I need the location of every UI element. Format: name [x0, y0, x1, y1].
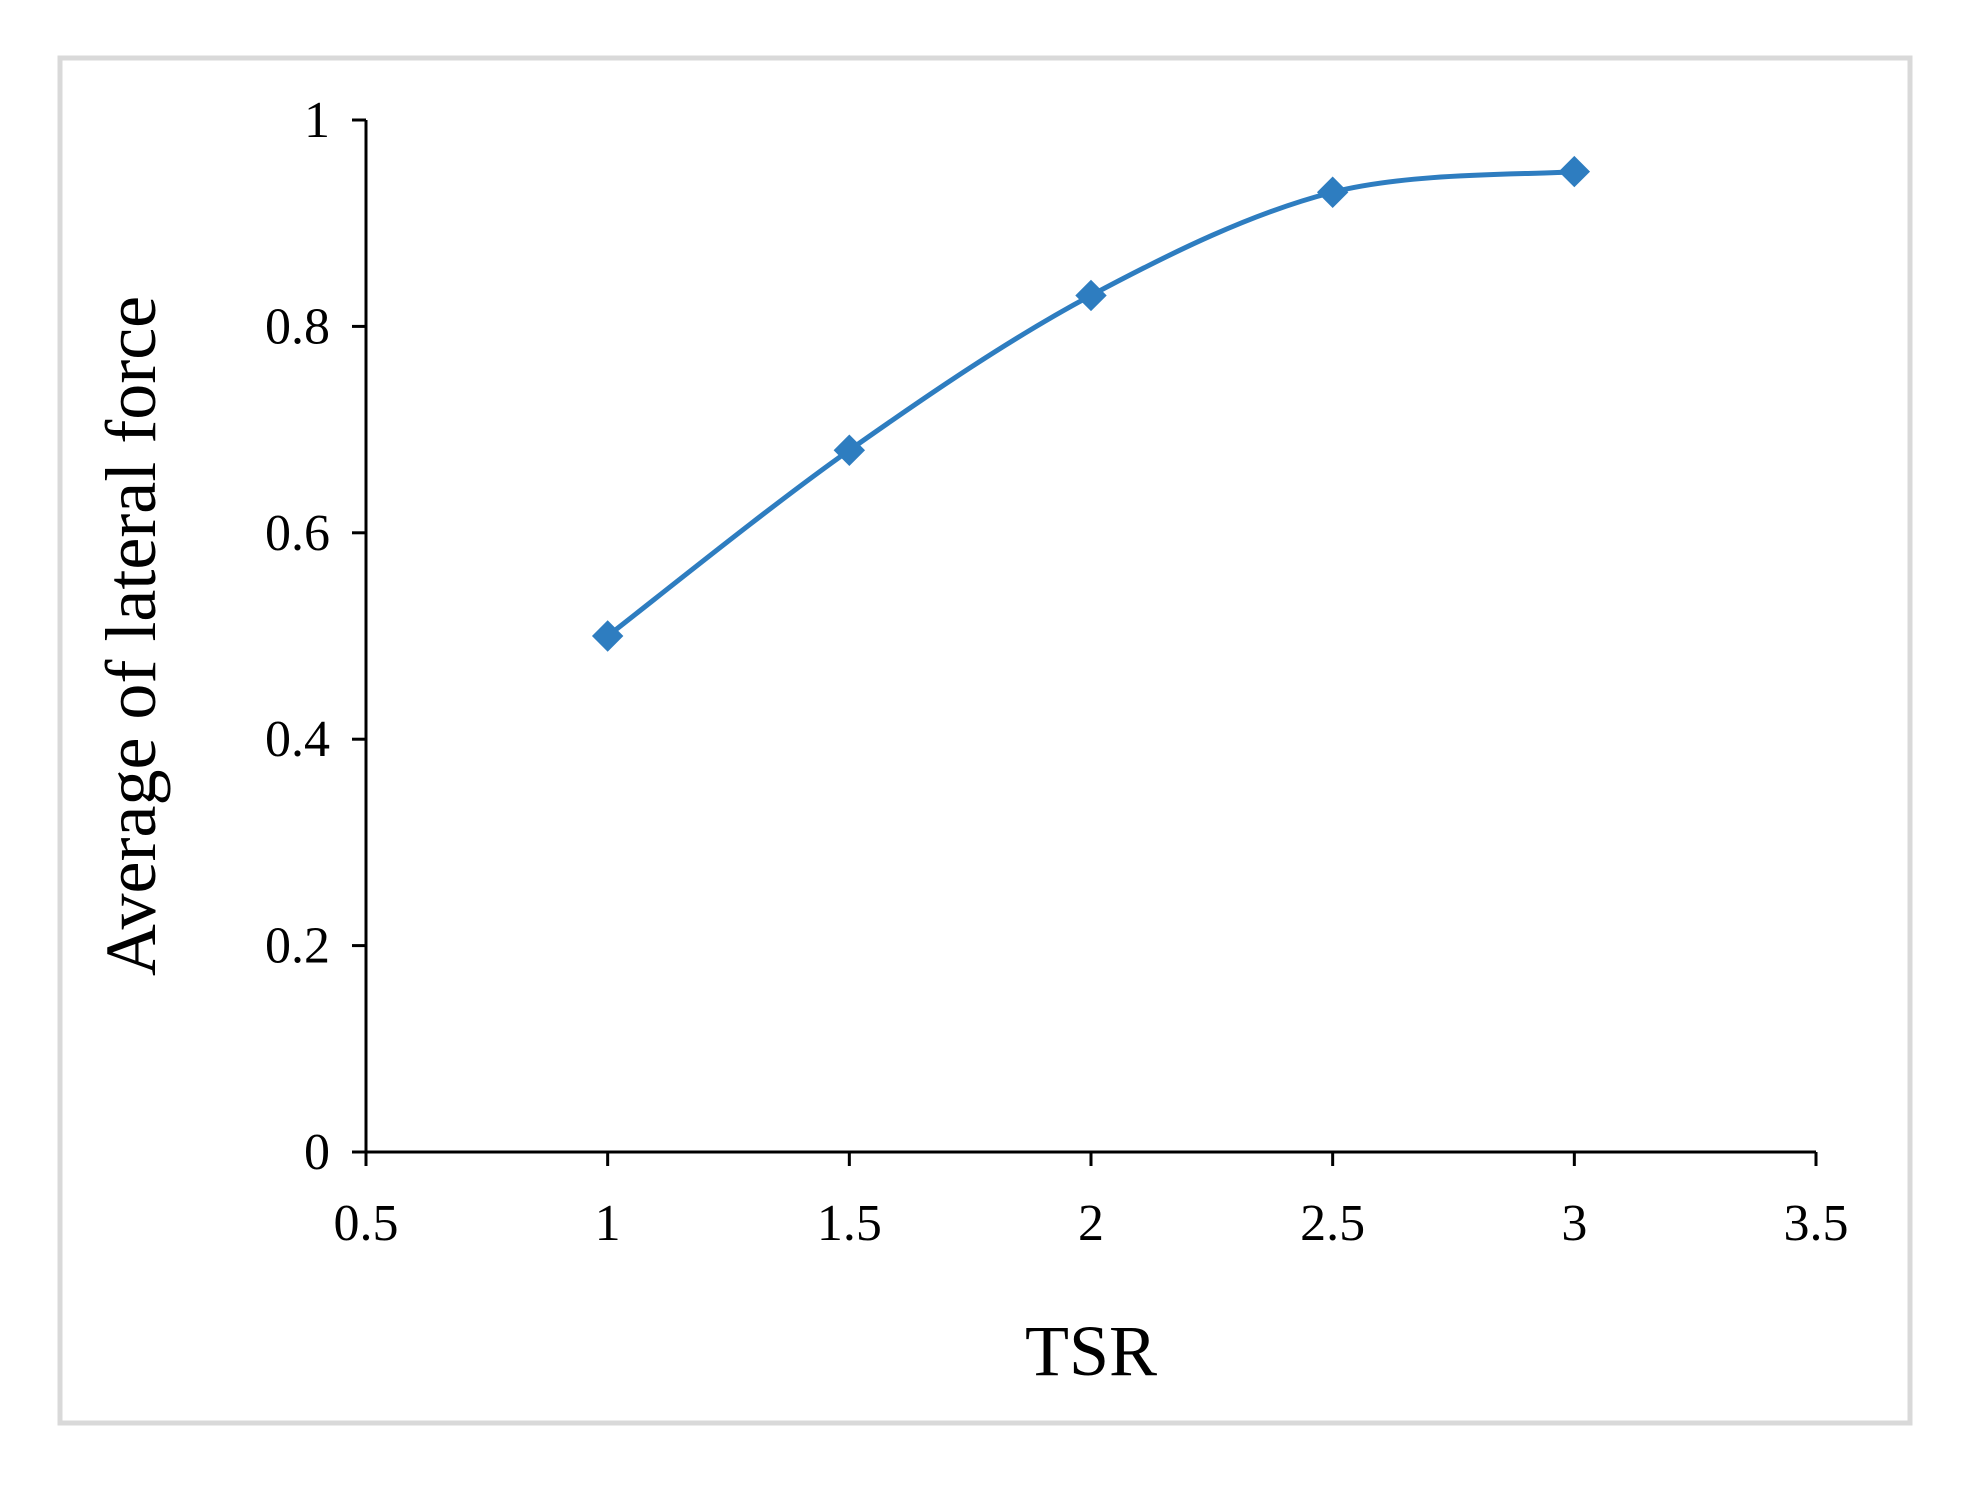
chart-frame [57, 55, 1913, 1426]
y-tick-label: 0.6 [265, 505, 330, 562]
data-point-marker [1558, 155, 1591, 188]
x-tick-label: 3 [1561, 1195, 1587, 1252]
axes [352, 118, 1818, 1166]
y-tick-label: 0 [304, 1124, 330, 1181]
x-tick-label: 0.5 [334, 1195, 399, 1252]
x-tick-label: 2 [1078, 1195, 1104, 1252]
y-axis-title: Average of lateral force [91, 296, 171, 976]
y-tick-label: 0.4 [265, 711, 330, 768]
data-point-marker [833, 434, 866, 466]
x-tick-label: 3.5 [1784, 1195, 1849, 1252]
x-tick-label: 1 [595, 1195, 621, 1252]
y-tick-label: 1 [304, 92, 330, 149]
data-point-marker [591, 620, 624, 652]
data-point-marker [1316, 176, 1349, 208]
data-point-marker [1075, 279, 1107, 312]
x-tick-label: 2.5 [1300, 1195, 1365, 1252]
y-tick-label: 0.2 [265, 918, 330, 975]
y-tick-label: 0.8 [265, 298, 330, 355]
x-axis-title: TSR [1025, 1311, 1157, 1391]
tick-labels: 0 0.2 0.4 0.6 0.8 1 0.5 1 1.5 2 2.5 3 3.5 [265, 92, 1849, 1252]
x-tick-label: 1.5 [817, 1195, 882, 1252]
series-layer [591, 155, 1591, 652]
